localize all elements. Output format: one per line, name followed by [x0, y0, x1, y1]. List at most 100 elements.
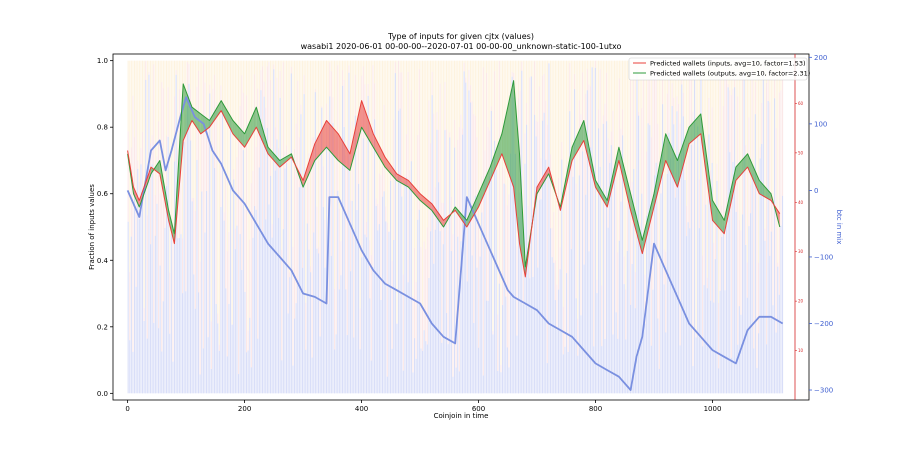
composition-bar-red	[753, 167, 755, 349]
composition-bar-other	[449, 60, 451, 133]
composition-bar-red	[175, 70, 177, 75]
composition-bar-other	[263, 60, 265, 82]
composition-bar-blue	[476, 267, 478, 394]
composition-bar-red	[607, 138, 609, 228]
composition-bar-red	[471, 101, 473, 256]
composition-bar-other	[170, 60, 172, 219]
composition-bar-red	[601, 285, 603, 347]
composition-bar-other	[758, 60, 760, 263]
composition-bar-red	[770, 192, 772, 232]
composition-bar-red	[505, 184, 507, 297]
composition-bar-red	[561, 142, 563, 160]
composition-bar-blue	[434, 229, 436, 394]
composition-bar-red	[342, 70, 344, 86]
composition-bar-red	[273, 64, 275, 70]
composition-bar-blue	[337, 190, 339, 394]
composition-bar-other	[188, 60, 190, 64]
composition-bar-blue	[290, 73, 292, 394]
composition-bar-other	[289, 60, 291, 273]
composition-bar-other	[489, 60, 491, 131]
composition-bar-red	[599, 69, 601, 167]
composition-bar-other	[338, 60, 340, 209]
y3-axis-ticks: 10 20 30 40 50 60	[795, 101, 804, 353]
composition-bar-other	[561, 60, 563, 143]
composition-bar-other	[273, 60, 275, 65]
composition-bar-blue	[703, 285, 705, 394]
composition-bar-other	[583, 60, 585, 131]
composition-bar-blue	[622, 135, 624, 394]
composition-bar-red	[772, 201, 774, 306]
composition-bar-red	[498, 60, 500, 284]
composition-bar-other	[578, 60, 580, 101]
composition-bar-blue	[433, 263, 435, 394]
composition-bar-red	[391, 260, 393, 349]
composition-bar-red	[422, 309, 424, 351]
series-gap-fill	[490, 133, 502, 181]
composition-bar-blue	[502, 305, 504, 394]
composition-bar-other	[265, 60, 267, 108]
composition-bar-blue	[535, 136, 537, 394]
composition-bar-red	[702, 255, 704, 347]
composition-bar-other	[329, 60, 331, 63]
series-lines	[126, 80, 784, 391]
composition-bar-other	[502, 60, 504, 167]
composition-bar-red	[716, 163, 718, 181]
composition-bar-red	[348, 65, 350, 73]
composition-bar-blue	[657, 318, 659, 394]
composition-bar-blue	[782, 195, 784, 394]
composition-bar-blue	[262, 231, 264, 394]
composition-bar-other	[735, 60, 737, 179]
composition-bar-other	[298, 60, 300, 138]
composition-bar-red	[484, 150, 486, 180]
composition-bar-other	[366, 60, 368, 223]
composition-bar-other	[438, 60, 440, 130]
composition-bar-other	[518, 60, 520, 99]
y3-tick-label: 50	[798, 150, 804, 155]
composition-bar-red	[153, 64, 155, 323]
legend-outputs-label: Predicted wallets (outputs, avg=10, fact…	[650, 70, 810, 78]
composition-bar-red	[676, 96, 678, 112]
composition-bar-other	[582, 60, 584, 73]
composition-bar-other	[169, 60, 171, 273]
composition-bar-red	[394, 62, 396, 74]
composition-bar-blue	[330, 255, 332, 394]
composition-bar-blue	[274, 170, 276, 394]
composition-bar-other	[271, 60, 273, 225]
composition-bar-red	[569, 62, 571, 112]
composition-bar-red	[214, 74, 216, 169]
composition-bar-blue	[695, 337, 697, 394]
composition-bar-other	[658, 60, 660, 263]
composition-bar-blue	[258, 167, 260, 394]
composition-bar-other	[358, 60, 360, 137]
composition-bar-blue	[750, 213, 752, 394]
composition-bar-blue	[439, 231, 441, 394]
composition-bar-other	[529, 60, 531, 78]
composition-bar-other	[614, 60, 616, 165]
composition-bar-red	[377, 203, 379, 231]
series-gap-fill	[279, 153, 292, 168]
composition-bar-red	[145, 61, 147, 80]
composition-bar-red	[678, 103, 680, 155]
composition-bar-red	[180, 157, 182, 235]
composition-bar-red	[242, 92, 244, 151]
composition-bar-red	[489, 130, 491, 177]
composition-bar-blue	[366, 237, 368, 394]
composition-bar-other	[482, 60, 484, 68]
composition-bar-blue	[668, 132, 670, 394]
composition-bar-red	[382, 167, 384, 197]
composition-bar-other	[262, 60, 264, 67]
composition-bar-red	[134, 137, 136, 191]
composition-bar-blue	[454, 147, 456, 394]
composition-bar-blue	[602, 123, 604, 394]
x-tick-label: 1000	[704, 405, 722, 413]
composition-bar-red	[266, 66, 268, 128]
composition-bar-blue	[298, 187, 300, 394]
composition-bar-other	[380, 60, 382, 176]
composition-bar-blue	[585, 194, 587, 394]
composition-bar-blue	[207, 337, 209, 394]
composition-bar-other	[422, 60, 424, 310]
composition-bar-red	[623, 256, 625, 285]
composition-bar-other	[612, 60, 614, 111]
composition-bar-blue	[306, 223, 308, 394]
composition-bar-red	[593, 164, 595, 347]
